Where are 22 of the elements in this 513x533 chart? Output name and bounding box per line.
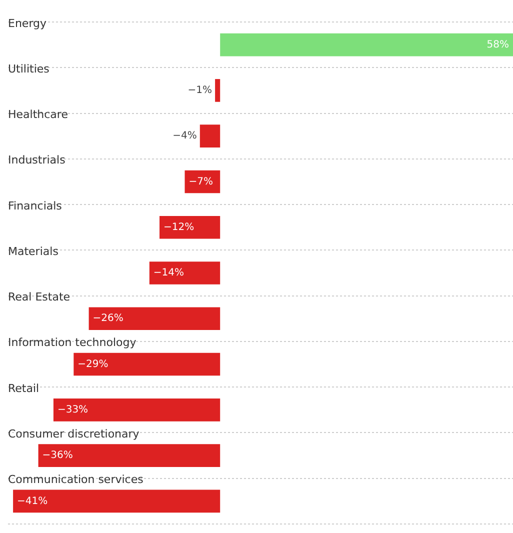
data-label: −1% <box>188 85 212 96</box>
y-tick-label: Industrials <box>8 154 66 167</box>
data-label: −4% <box>172 130 197 142</box>
y-tick-label: Energy <box>8 16 47 30</box>
y-tick-label: Healthcare <box>8 108 68 122</box>
data-label: −36% <box>42 450 73 462</box>
data-label: −26% <box>92 313 124 324</box>
data-label: −33% <box>57 404 88 416</box>
data-label: −12% <box>164 222 194 233</box>
y-tick-label: Information technology <box>8 336 137 350</box>
data-label: −29% <box>78 358 108 370</box>
data-label: −14% <box>153 268 184 279</box>
y-tick-label: Retail <box>8 382 40 395</box>
y-tick-label: Consumer discretionary <box>8 427 140 440</box>
data-label: −7% <box>188 176 213 188</box>
y-tick-label: Utilities <box>8 62 50 76</box>
y-tick-label: Financials <box>8 199 62 212</box>
y-tick-label: Materials <box>8 244 59 258</box>
data-label: −41% <box>17 496 48 507</box>
y-tick-label: Real Estate <box>8 290 70 304</box>
data-label: 58% <box>486 39 509 50</box>
y-tick-label: Communication services <box>8 473 144 486</box>
